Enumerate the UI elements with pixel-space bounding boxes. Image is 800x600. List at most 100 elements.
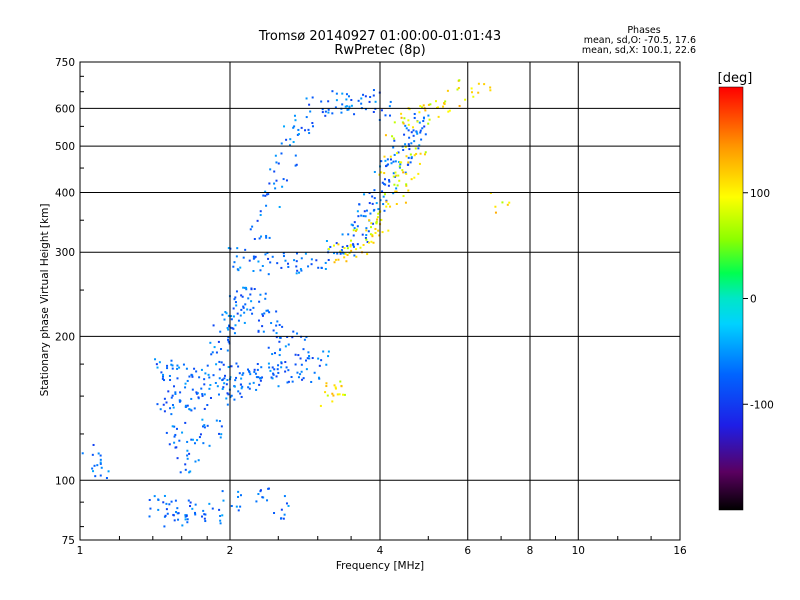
- point-o-474: [254, 255, 257, 258]
- point-o-703: [327, 100, 330, 103]
- colorbar-ticks: 100 0 -100: [743, 188, 774, 411]
- point-o-420: [261, 325, 264, 328]
- point-o-554: [362, 215, 365, 218]
- point-o-645: [407, 129, 410, 132]
- point-x-842: [398, 179, 401, 182]
- point-o-730: [347, 95, 350, 98]
- point-o-379: [234, 301, 237, 304]
- point-o-243: [182, 363, 185, 366]
- point-o-278: [257, 376, 260, 379]
- point-o-672: [273, 182, 276, 185]
- point-x-856: [415, 152, 418, 155]
- point-o-352: [234, 324, 237, 327]
- point-o-111: [171, 404, 174, 407]
- point-o-254: [193, 367, 196, 370]
- point-o-183: [253, 370, 256, 373]
- point-o-307: [174, 433, 177, 436]
- point-o-409: [251, 312, 254, 315]
- point-o-596: [398, 166, 401, 169]
- point-o-439: [291, 336, 294, 339]
- point-o-613: [408, 136, 411, 139]
- point-o-631: [412, 134, 415, 137]
- point-o-91: [280, 508, 283, 511]
- point-o-279: [258, 377, 261, 380]
- point-x-772: [332, 394, 335, 397]
- point-x-922: [477, 82, 480, 85]
- point-o-13: [96, 464, 99, 467]
- point-o-42: [184, 518, 187, 521]
- point-o-74: [237, 495, 240, 498]
- point-x-886: [400, 112, 403, 115]
- point-o-356: [233, 332, 236, 335]
- point-o-168: [237, 390, 240, 393]
- point-o-642: [413, 112, 416, 115]
- point-o-666: [273, 170, 276, 173]
- point-o-59: [203, 517, 206, 520]
- point-o-36: [163, 525, 166, 528]
- point-o-35: [184, 515, 187, 518]
- point-o-722: [350, 104, 353, 107]
- point-o-682: [288, 144, 291, 147]
- point-o-695: [308, 132, 311, 135]
- x-tick-label-0: 1: [77, 545, 84, 557]
- point-o-359: [226, 326, 229, 329]
- point-o-437: [296, 332, 299, 335]
- point-o-491: [284, 259, 287, 262]
- point-o-126: [203, 407, 206, 410]
- point-x-766: [326, 394, 329, 397]
- point-o-590: [384, 159, 387, 162]
- point-o-146: [225, 383, 228, 386]
- point-o-51: [186, 518, 189, 521]
- point-o-5: [81, 452, 84, 455]
- point-o-415: [261, 314, 264, 317]
- point-o-299: [173, 435, 176, 438]
- point-o-732: [357, 99, 360, 102]
- point-x-767: [333, 384, 336, 387]
- point-o-253: [191, 374, 194, 377]
- point-x-833: [385, 200, 388, 203]
- y-axis-label: Stationary phase Virtual Height [km]: [39, 204, 51, 397]
- point-x-840: [405, 172, 408, 175]
- point-o-205: [280, 366, 283, 369]
- point-o-275: [230, 365, 233, 368]
- point-o-159: [223, 377, 226, 380]
- point-o-443: [308, 355, 311, 358]
- point-o-436: [278, 349, 281, 352]
- point-o-348: [217, 340, 220, 343]
- point-o-226: [155, 363, 158, 366]
- point-o-327: [206, 424, 209, 427]
- point-o-566: [368, 202, 371, 205]
- point-o-260: [218, 368, 221, 371]
- point-x-783: [344, 252, 347, 255]
- point-x-805: [370, 240, 373, 243]
- point-o-176: [247, 386, 250, 389]
- point-o-215: [308, 357, 311, 360]
- point-o-547: [356, 225, 359, 228]
- point-o-434: [284, 345, 287, 348]
- point-x-826: [375, 222, 378, 225]
- point-x-883: [412, 126, 415, 129]
- point-o-247: [171, 364, 174, 367]
- point-o-568: [371, 202, 374, 205]
- point-o-597: [392, 172, 395, 175]
- point-o-496: [304, 252, 307, 255]
- point-x-865: [392, 175, 395, 178]
- point-o-273: [237, 365, 240, 368]
- point-o-604: [409, 161, 412, 164]
- point-o-555: [358, 203, 361, 206]
- point-o-2: [91, 453, 94, 456]
- point-x-848: [405, 183, 408, 186]
- point-o-461: [244, 248, 247, 251]
- point-o-109: [169, 407, 172, 410]
- point-o-611: [393, 139, 396, 142]
- point-o-749: [374, 107, 377, 110]
- point-o-464: [232, 265, 235, 268]
- point-o-465: [237, 269, 240, 272]
- point-o-203: [271, 377, 274, 380]
- point-o-295: [285, 366, 288, 369]
- point-o-539: [353, 227, 356, 230]
- point-o-216: [310, 380, 313, 383]
- colorbar-label: [deg]: [718, 71, 753, 86]
- point-o-366: [231, 327, 234, 330]
- point-x-823: [375, 220, 378, 223]
